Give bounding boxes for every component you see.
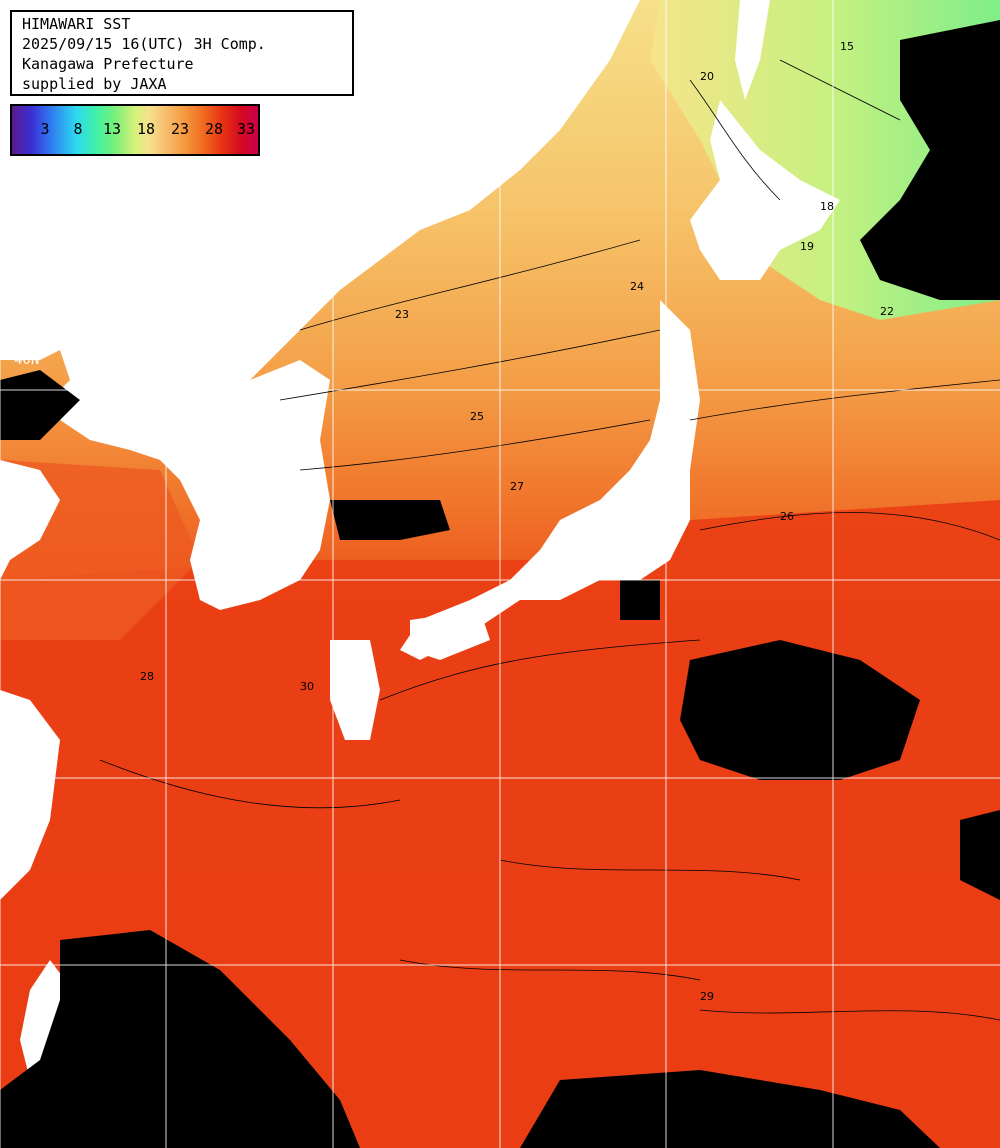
- china-south: [0, 690, 60, 900]
- cloud-east: [960, 810, 1000, 900]
- cloud-central-pacific: [680, 640, 920, 780]
- hokkaido: [690, 100, 840, 280]
- cloud-korea-strait: [330, 500, 450, 540]
- colorbar-label: 33: [236, 120, 256, 138]
- cloud-mid: [620, 580, 660, 620]
- contour-label: 18: [820, 200, 834, 213]
- contour-label: 24: [630, 280, 644, 293]
- title-product: HIMAWARI SST: [22, 15, 131, 33]
- colorbar-label: 8: [73, 120, 83, 138]
- colorbar-label: 3: [40, 120, 50, 138]
- cloud-west: [0, 370, 80, 440]
- contour-label: 25: [470, 410, 484, 423]
- contour-label: 22: [880, 305, 894, 318]
- china-coast: [0, 460, 60, 580]
- korea: [195, 360, 330, 610]
- contour-label: 26: [780, 510, 794, 523]
- sakhalin: [735, 0, 770, 100]
- colorbar-label: 13: [102, 120, 122, 138]
- cloud-ne: [860, 20, 1000, 300]
- shikoku: [410, 610, 490, 660]
- title-datetime: 2025/09/15 16(UTC) 3H Comp.: [22, 35, 266, 53]
- cloud-southeast: [520, 1070, 940, 1148]
- contour-label: 29: [700, 990, 714, 1003]
- contour-label: 27: [510, 480, 524, 493]
- contour-label: 20: [700, 70, 714, 83]
- temperature-colorbar: 3 8 13 18 23 28 33: [10, 104, 260, 156]
- contour-label: 15: [840, 40, 854, 53]
- title-region: Kanagawa Prefecture: [22, 55, 194, 73]
- contour-label: 30: [300, 680, 314, 693]
- colorbar-label: 18: [136, 120, 156, 138]
- colorbar-label: 28: [204, 120, 224, 138]
- contour-labels: 20 22 23 24 25 26 27 28 29 30 18 19 15: [140, 40, 894, 1003]
- honshu: [400, 300, 700, 660]
- map-title-box: HIMAWARI SST 2025/09/15 16(UTC) 3H Comp.…: [10, 10, 354, 96]
- contour-label: 19: [800, 240, 814, 253]
- colorbar-label: 23: [170, 120, 190, 138]
- contour-label: 28: [140, 670, 154, 683]
- lat-label-40n: 40N: [14, 352, 40, 368]
- kyushu: [330, 640, 380, 740]
- contour-label: 23: [395, 308, 409, 321]
- cloud-south: [0, 930, 360, 1148]
- contour-lines: [99, 59, 1000, 1021]
- title-source: supplied by JAXA: [22, 75, 167, 93]
